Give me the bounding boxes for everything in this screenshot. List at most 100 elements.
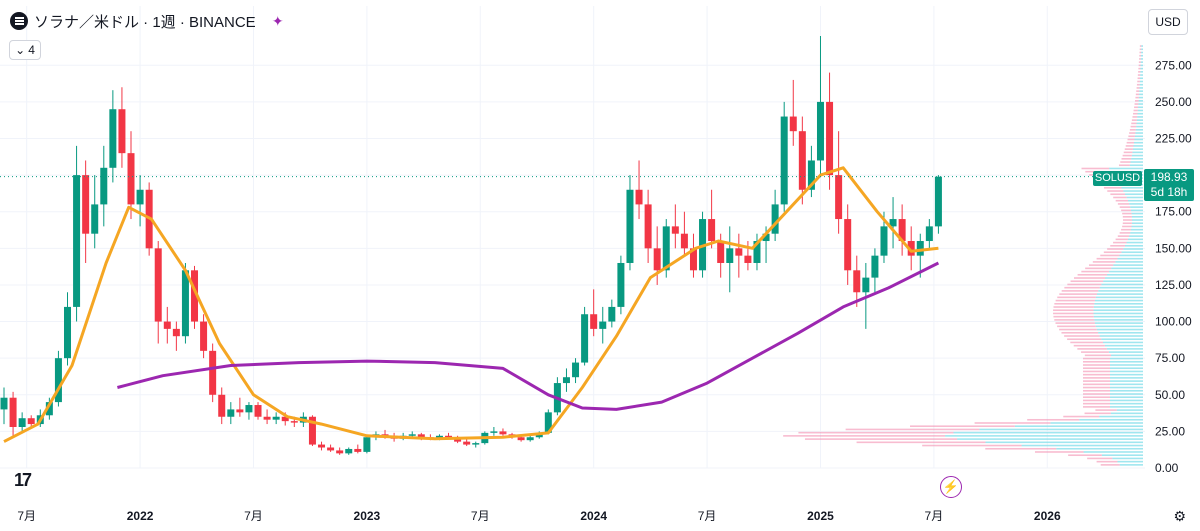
candle-body	[662, 226, 670, 271]
volume-profile-down	[1100, 464, 1120, 466]
alert-share-icon[interactable]: ✦	[271, 12, 284, 29]
volume-profile-down	[1054, 302, 1095, 305]
symbol-icon[interactable]	[10, 12, 28, 30]
volume-profile-down	[1083, 367, 1110, 370]
candle-body	[0, 397, 8, 410]
volume-profile-up	[1138, 103, 1143, 105]
symbol-title[interactable]: ソラナ／米ドル · 1週 · BINANCE	[34, 13, 256, 31]
chart-header: ソラナ／米ドル · 1週 · BINANCE ✦	[10, 10, 288, 32]
volume-profile-up	[1099, 286, 1143, 289]
volume-profile-down	[1121, 158, 1132, 160]
volume-profile-down	[1122, 225, 1132, 228]
volume-profile-down	[1126, 141, 1135, 144]
volume-profile-down	[1133, 109, 1138, 112]
candle-body	[617, 262, 625, 307]
x-tick-label: 2024	[580, 509, 607, 523]
volume-profile-up	[1110, 386, 1143, 389]
x-tick-label: 7月	[244, 509, 263, 523]
volume-profile-down	[1059, 328, 1097, 331]
volume-profile-up	[1132, 148, 1143, 150]
volume-profile-down	[1070, 341, 1104, 344]
candle-body	[272, 416, 280, 420]
volume-profile-up	[1113, 264, 1143, 266]
volume-profile-up	[1111, 354, 1143, 357]
volume-profile-up	[1116, 409, 1143, 411]
volume-profile-down	[1122, 154, 1132, 157]
volume-profile-down	[1118, 164, 1130, 167]
candle-body	[354, 448, 362, 452]
volume-profile-up	[1096, 328, 1143, 331]
volume-profile-up	[1109, 270, 1143, 273]
candle-body	[689, 248, 697, 271]
volume-profile-down	[1137, 80, 1140, 83]
volume-profile-down	[1083, 406, 1110, 408]
volume-profile-up	[1101, 283, 1143, 286]
volume-profile-up	[1110, 373, 1143, 376]
volume-profile-down	[974, 422, 1051, 424]
volume-profile-down	[1085, 267, 1112, 270]
y-tick-label: 75.00	[1155, 351, 1185, 365]
volume-profile-up	[1133, 145, 1143, 147]
last-price-value: 198.93	[1150, 170, 1188, 184]
volume-profile-up	[1110, 380, 1143, 382]
candle-body	[925, 226, 933, 242]
volume-profile-down	[1077, 273, 1108, 276]
tradingview-logo-icon[interactable]: 17	[14, 470, 32, 490]
candle-body	[154, 248, 162, 322]
volume-profile-down	[1096, 257, 1118, 260]
candle-body	[181, 270, 189, 337]
volume-profile-down	[1034, 451, 1084, 453]
candle-body	[308, 416, 316, 445]
currency-selector[interactable]: USD	[1148, 9, 1188, 35]
volume-profile-down	[1067, 338, 1102, 341]
volume-profile-up	[1106, 348, 1143, 350]
chevron-down-icon: ⌄	[15, 43, 26, 57]
candle-body	[363, 437, 371, 452]
volume-profile-down	[1132, 116, 1138, 118]
volume-profile-down	[1083, 389, 1110, 392]
candle-body	[490, 431, 498, 433]
flash-icon[interactable]: ⚡	[940, 476, 962, 498]
volume-profile-up	[1110, 393, 1143, 395]
volume-profile-down	[1073, 344, 1105, 347]
x-tick-label: 2025	[807, 509, 834, 523]
volume-profile-up	[1117, 257, 1143, 260]
volume-profile-up	[1135, 129, 1143, 131]
candle-body	[735, 248, 743, 256]
volume-profile-up	[1110, 406, 1143, 408]
candle-body	[118, 109, 126, 154]
volume-profile-up	[1125, 193, 1143, 196]
indicators-toggle-button[interactable]: ⌄ 4	[9, 40, 41, 60]
candle-body	[581, 314, 589, 363]
volume-profile-down	[804, 438, 958, 440]
volume-profile-down	[1131, 119, 1137, 121]
volume-profile-up	[1139, 93, 1143, 96]
volume-profile-down	[1070, 280, 1104, 283]
bar-countdown: 5d 18h	[1150, 185, 1188, 199]
candle-body	[64, 306, 72, 359]
volume-profile-down	[1100, 254, 1120, 257]
volume-profile-up	[1110, 396, 1143, 399]
volume-profile-up	[1105, 277, 1143, 279]
volume-profile-down	[1083, 396, 1110, 399]
volume-profile-down	[1064, 335, 1100, 337]
candle-body	[345, 448, 353, 454]
volume-profile-down	[1083, 377, 1110, 379]
volume-profile-up	[1110, 402, 1143, 405]
volume-profile-up	[1107, 273, 1143, 276]
x-tick-label: 7月	[698, 509, 717, 523]
volume-profile-down	[783, 435, 946, 437]
volume-profile-up	[1095, 296, 1143, 299]
volume-profile-up	[1110, 364, 1143, 366]
settings-icon[interactable]: ⚙	[1173, 508, 1186, 524]
volume-profile-down	[1053, 312, 1094, 315]
candle-body	[889, 219, 897, 227]
volume-profile-down	[1088, 264, 1114, 266]
candle-body	[762, 233, 770, 242]
candle-body	[73, 175, 81, 307]
candle-body	[200, 321, 208, 351]
volume-profile-up	[1093, 306, 1143, 308]
candle-body	[172, 328, 180, 337]
volume-profile-down	[1130, 125, 1137, 128]
